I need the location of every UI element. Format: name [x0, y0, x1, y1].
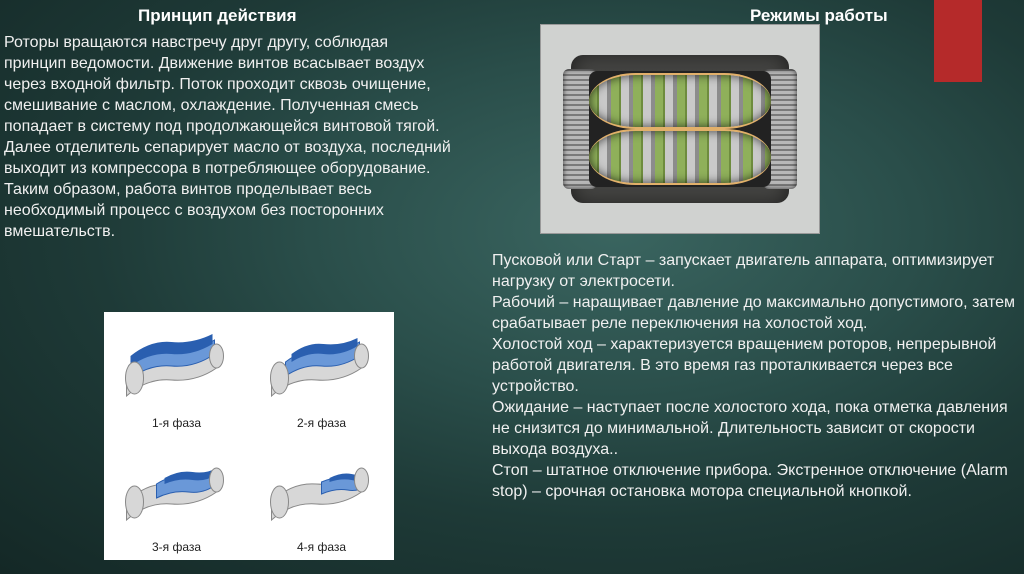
- heading-modes: Режимы работы: [750, 6, 888, 26]
- phases-diagram: 1-я фаза 2-я фаза 3-я фаза: [104, 312, 394, 560]
- phase-1-label: 1-я фаза: [104, 416, 249, 430]
- heading-principle: Принцип действия: [138, 6, 297, 26]
- principle-text: Роторы вращаются навстречу друг другу, с…: [4, 32, 452, 242]
- modes-text: Пусковой или Старт – запускает двигатель…: [492, 250, 1022, 502]
- phase-2: 2-я фаза: [249, 312, 394, 436]
- compressor-cutaway-image: [540, 24, 820, 234]
- phase-2-label: 2-я фаза: [249, 416, 394, 430]
- phase-4-label: 4-я фаза: [249, 540, 394, 554]
- phase-4: 4-я фаза: [249, 436, 394, 560]
- phase-3: 3-я фаза: [104, 436, 249, 560]
- accent-tab: [934, 0, 982, 82]
- phase-1: 1-я фаза: [104, 312, 249, 436]
- phase-3-label: 3-я фаза: [104, 540, 249, 554]
